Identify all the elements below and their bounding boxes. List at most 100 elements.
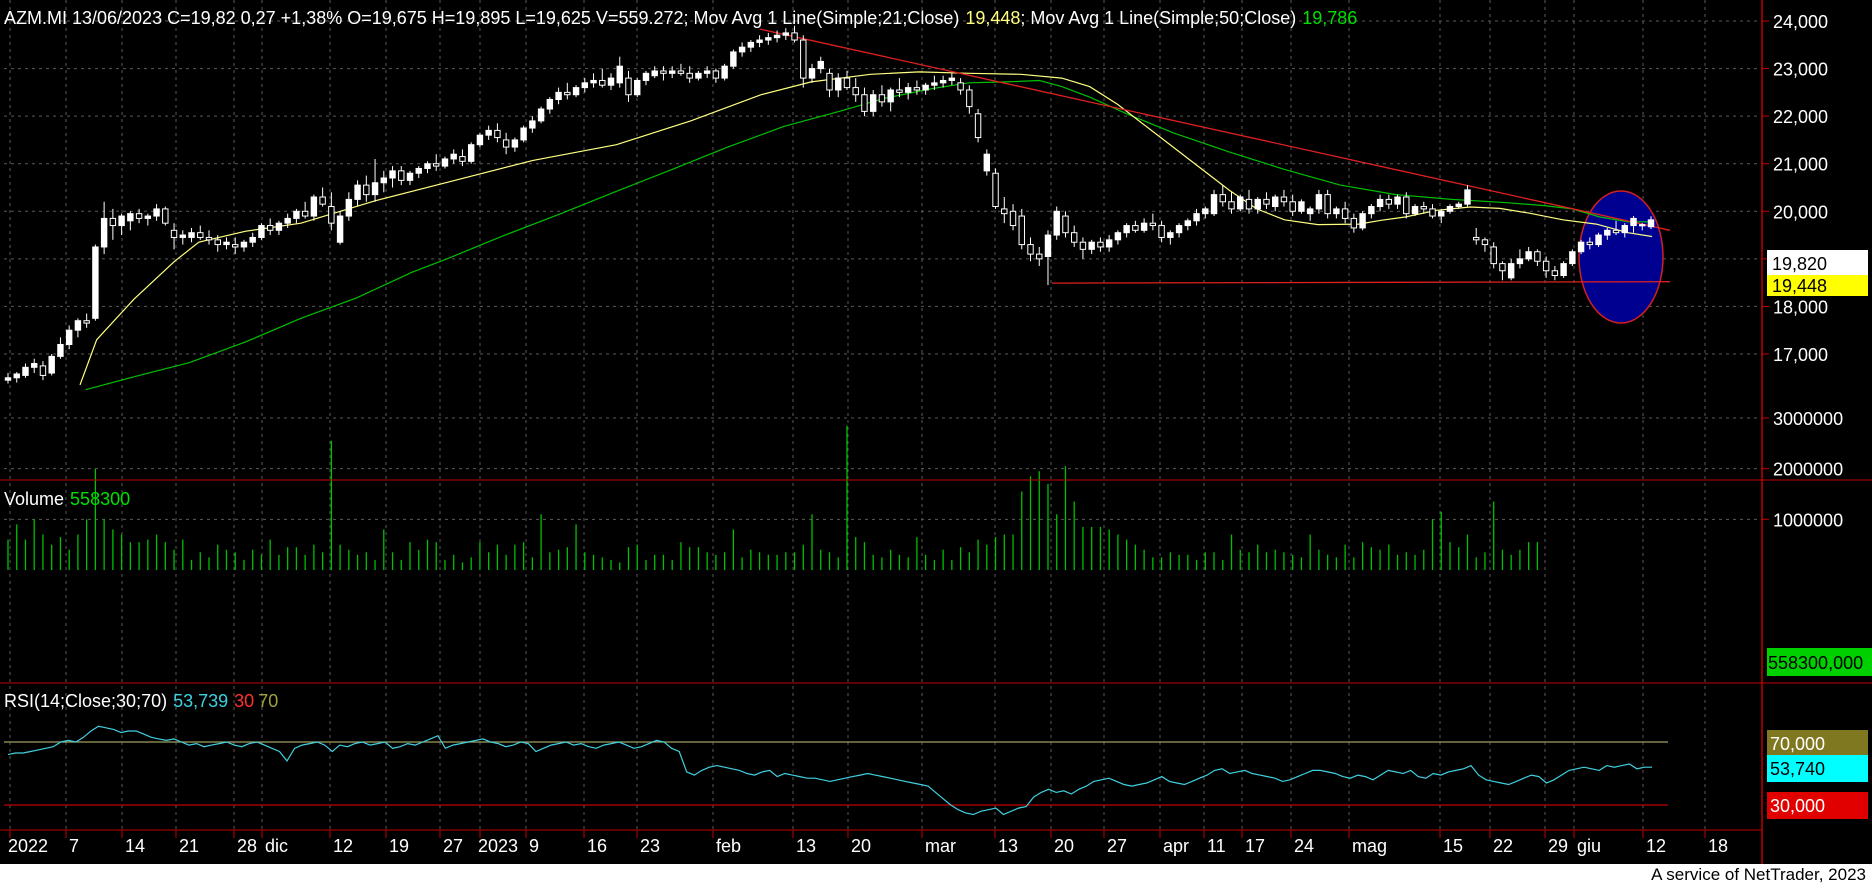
candle-up bbox=[808, 68, 816, 79]
candle-down bbox=[205, 236, 213, 241]
candle-up bbox=[817, 60, 824, 70]
candle-down bbox=[957, 82, 964, 91]
candle-up bbox=[127, 213, 134, 222]
close-price-badge-text: 19,820 bbox=[1772, 254, 1827, 274]
candle-up bbox=[1175, 225, 1183, 234]
time-tick-label: 13 bbox=[998, 836, 1018, 856]
candle-up bbox=[1630, 217, 1637, 227]
time-tick-label: 12 bbox=[333, 836, 353, 856]
candle-up bbox=[476, 134, 484, 146]
time-tick-label: 19 bbox=[389, 836, 409, 856]
candle-up bbox=[1254, 198, 1261, 210]
candle-up bbox=[529, 120, 536, 129]
candle-down bbox=[1612, 229, 1620, 234]
candle-down bbox=[433, 163, 440, 167]
candle-up bbox=[1577, 241, 1585, 253]
candle-up bbox=[424, 163, 431, 169]
candle-up bbox=[336, 215, 344, 243]
candle-down bbox=[913, 87, 921, 91]
candle-down bbox=[1245, 198, 1253, 210]
candle-up bbox=[13, 373, 20, 379]
candle-up bbox=[1105, 239, 1113, 248]
candle-up bbox=[1210, 194, 1218, 215]
candle-up bbox=[756, 39, 763, 43]
candle-up bbox=[634, 79, 641, 96]
candle-up bbox=[188, 232, 195, 238]
candle-up bbox=[31, 363, 38, 368]
candle-up bbox=[100, 217, 108, 248]
price-tick-label: 18,000 bbox=[1773, 297, 1828, 317]
candle-up bbox=[922, 84, 929, 91]
candle-down bbox=[494, 129, 501, 139]
candle-up bbox=[415, 167, 422, 174]
candle-up bbox=[1595, 234, 1602, 246]
support-trendline bbox=[1051, 281, 1671, 284]
candle-down bbox=[1070, 232, 1078, 243]
close-price-badge bbox=[1767, 250, 1868, 275]
svg-text:AZM.MI 13/06/2023 C=19,82 0,27: AZM.MI 13/06/2023 C=19,82 0,27 +1,38% O=… bbox=[4, 8, 1357, 28]
rsi-low-badge bbox=[1767, 792, 1868, 819]
candle-up bbox=[1088, 241, 1095, 250]
candle-down bbox=[459, 156, 466, 162]
candle-up bbox=[572, 87, 580, 96]
candle-up bbox=[467, 144, 475, 162]
time-tick-label: 2023 bbox=[478, 836, 518, 856]
time-tick-label: 24 bbox=[1294, 836, 1314, 856]
candle-down bbox=[109, 217, 117, 227]
candle-up bbox=[590, 79, 597, 84]
time-tick-label: dic bbox=[265, 836, 288, 856]
candle-up bbox=[275, 222, 283, 231]
candle-up bbox=[1306, 208, 1314, 215]
price-tick-label: 23,000 bbox=[1773, 60, 1828, 80]
highlight-ellipse bbox=[1578, 190, 1664, 324]
candle-down bbox=[398, 170, 405, 181]
candle-up bbox=[1464, 189, 1471, 205]
candle-down bbox=[1097, 241, 1104, 248]
rsi-legend-low: 30 bbox=[234, 691, 254, 711]
candle-down bbox=[170, 229, 178, 238]
ma21-legend-label: ; Mov Avg 1 Line(Simple;21;Close) bbox=[684, 8, 960, 28]
time-tick-label: 22 bbox=[1493, 836, 1513, 856]
volume-legend-value: 558300 bbox=[70, 489, 130, 509]
candle-up bbox=[721, 65, 728, 79]
candle-down bbox=[1534, 251, 1541, 262]
volume-tick-label: 3000000 bbox=[1773, 409, 1843, 429]
instrument-info: AZM.MI 13/06/2023 C=19,82 0,27 +1,38% O=… bbox=[4, 8, 684, 28]
candle-down bbox=[1289, 201, 1296, 212]
candle-up bbox=[747, 41, 755, 48]
candle-up bbox=[485, 129, 492, 136]
candle-down bbox=[878, 94, 886, 103]
ma21-legend-value: 19,448 bbox=[965, 8, 1020, 28]
candle-up bbox=[380, 177, 388, 184]
candle-up bbox=[179, 234, 186, 238]
candle-up bbox=[371, 182, 379, 196]
candle-down bbox=[791, 32, 798, 41]
candle-down bbox=[686, 72, 693, 79]
candle-up bbox=[1140, 222, 1148, 231]
candle-up bbox=[703, 70, 711, 74]
time-tick-label: 7 bbox=[69, 836, 79, 856]
price-tick-label: 20,000 bbox=[1773, 202, 1828, 222]
candle-down bbox=[502, 139, 510, 148]
candle-down bbox=[677, 70, 685, 74]
candle-down bbox=[843, 77, 851, 89]
candle-up bbox=[74, 320, 82, 331]
candle-up bbox=[284, 217, 291, 224]
candle-up bbox=[616, 65, 623, 84]
time-tick-label: 9 bbox=[529, 836, 539, 856]
candle-up bbox=[1438, 210, 1445, 217]
candle-down bbox=[1473, 236, 1480, 241]
candle-up bbox=[642, 72, 650, 81]
candle-up bbox=[1271, 196, 1279, 208]
candle-down bbox=[1481, 239, 1489, 246]
time-tick-label: 12 bbox=[1646, 836, 1666, 856]
candle-down bbox=[1001, 208, 1008, 215]
rsi-legend-label: RSI(14;Close;30;70) bbox=[4, 691, 167, 711]
candle-up bbox=[983, 153, 991, 172]
candle-up bbox=[607, 77, 615, 86]
candle-down bbox=[1036, 253, 1043, 260]
time-tick-label: giu bbox=[1577, 836, 1601, 856]
candle-down bbox=[861, 94, 868, 112]
